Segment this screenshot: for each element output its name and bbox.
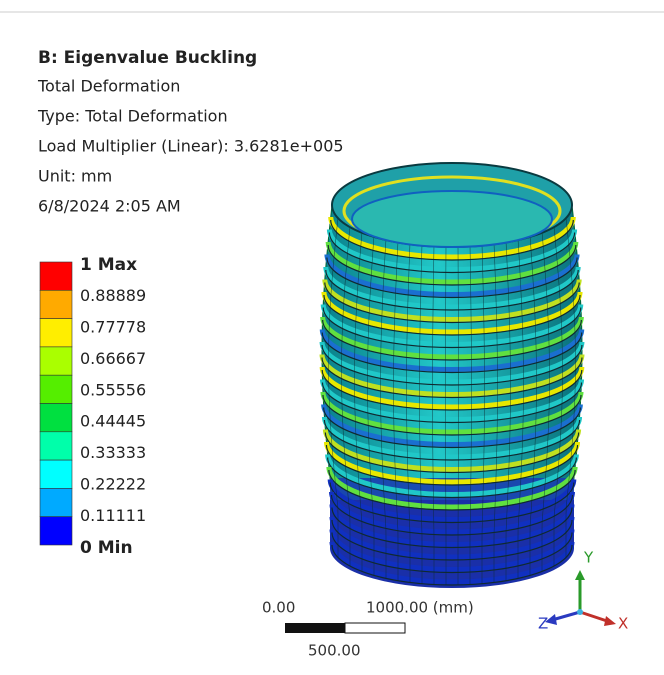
- axis-label: Y: [583, 549, 594, 567]
- model: [322, 163, 582, 588]
- legend-band: [40, 290, 72, 318]
- legend-label: 0.44445: [80, 412, 146, 431]
- legend-label: 0.11111: [80, 506, 146, 525]
- arrow-head: [604, 616, 616, 626]
- legend-label: 0.33333: [80, 443, 146, 462]
- legend-band: [40, 488, 72, 516]
- scale-label: 500.00: [308, 642, 361, 660]
- viewport: B: Eigenvalue Buckling Total Deformation…: [0, 0, 664, 675]
- scale-label: 0.00: [262, 599, 295, 617]
- arrow-head: [575, 570, 585, 580]
- z-axis-arrow: [552, 612, 580, 620]
- scale-bar: 0.00 1000.00 (mm) 500.00: [262, 599, 474, 660]
- legend-band: [40, 375, 72, 403]
- legend-band: [40, 432, 72, 460]
- header-line: 6/8/2024 2:05 AM: [38, 197, 181, 216]
- axis-label: Z: [538, 615, 548, 633]
- scale-segment: [345, 623, 405, 633]
- axis-label: X: [618, 615, 628, 633]
- legend-label: 0.88889: [80, 286, 146, 305]
- legend-band: [40, 347, 72, 375]
- scale-label: 1000.00 (mm): [366, 599, 474, 617]
- header-line: Unit: mm: [38, 167, 112, 186]
- scale-segment: [285, 623, 345, 633]
- legend-label: 0.77778: [80, 317, 146, 336]
- legend-label: 0.55556: [80, 380, 146, 399]
- screenshot: B: Eigenvalue Buckling Total Deformation…: [0, 0, 664, 675]
- legend-band: [40, 262, 72, 290]
- legend-label: 0.66667: [80, 349, 146, 368]
- legend-band: [40, 404, 72, 432]
- header-line: Load Multiplier (Linear): 3.6281e+005: [38, 137, 344, 156]
- triad-origin: [577, 609, 583, 615]
- legend-band: [40, 460, 72, 488]
- legend-label: 0 Min: [80, 538, 133, 558]
- title: B: Eigenvalue Buckling: [38, 48, 257, 68]
- header-line: Type: Total Deformation: [37, 107, 228, 126]
- legend-label: 0.22222: [80, 475, 146, 494]
- legend-band: [40, 517, 72, 545]
- header-line: Total Deformation: [37, 77, 180, 96]
- inner-ring: [352, 191, 552, 247]
- legend-band: [40, 319, 72, 347]
- legend-label: 1 Max: [80, 255, 137, 275]
